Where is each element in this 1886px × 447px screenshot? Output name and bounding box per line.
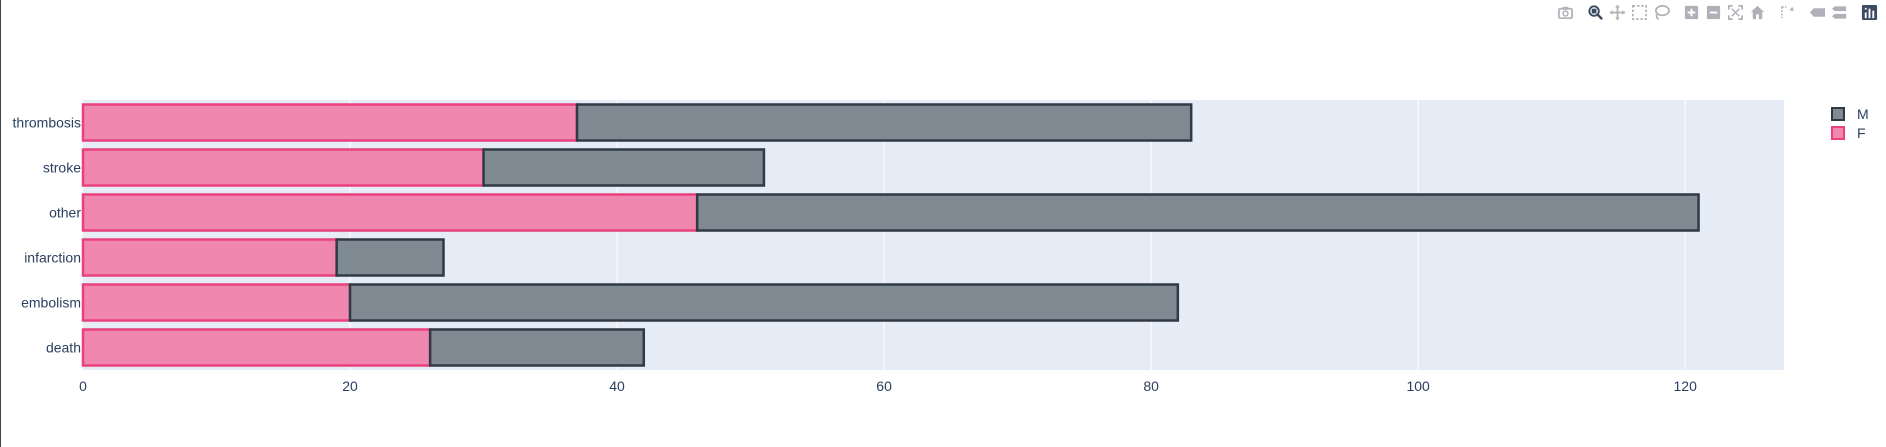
zoom-button[interactable] — [1584, 1, 1606, 23]
legend-swatch — [1831, 107, 1845, 121]
bar-F-other[interactable] — [81, 193, 699, 232]
box-select-icon — [1631, 4, 1647, 20]
zoom-in-button[interactable] — [1680, 1, 1702, 23]
x-tick-label: 80 — [1143, 378, 1159, 394]
window-left-border — [0, 0, 1, 447]
legend-label: F — [1857, 125, 1866, 141]
hover-closest-icon — [1809, 7, 1825, 17]
hover-closest-button[interactable] — [1806, 1, 1828, 23]
y-tick-label: thrombosis — [13, 115, 81, 131]
modebar-group — [1858, 1, 1880, 23]
plotly-logo-button[interactable] — [1858, 1, 1880, 23]
bar-M-thrombosis[interactable] — [575, 103, 1193, 142]
y-tick-label: embolism — [21, 295, 81, 311]
bar-M-death[interactable] — [428, 328, 646, 367]
legend[interactable]: MF — [1831, 106, 1869, 141]
hover-compare-button[interactable] — [1828, 1, 1850, 23]
lasso-select-icon — [1654, 4, 1670, 20]
spike-lines-icon — [1780, 5, 1794, 18]
grid-lines — [349, 100, 1686, 370]
legend-swatch — [1831, 126, 1845, 140]
y-tick-label: other — [49, 205, 81, 221]
legend-item-F[interactable]: F — [1831, 125, 1866, 141]
zoom-in-icon — [1684, 5, 1698, 19]
modebar-group — [1554, 1, 1576, 23]
x-tick-label: 0 — [79, 378, 87, 394]
bar-M-other[interactable] — [695, 193, 1700, 232]
chart-modebar — [1546, 2, 1880, 22]
autoscale-icon — [1727, 4, 1743, 20]
zoom-out-icon — [1706, 5, 1720, 19]
autoscale-button[interactable] — [1724, 1, 1746, 23]
camera-button[interactable] — [1554, 1, 1576, 23]
y-axis-ticks: death embolism infarction other stroke thromb… — [13, 115, 82, 356]
modebar-group — [1806, 1, 1850, 23]
bar-M-stroke[interactable] — [482, 148, 766, 187]
pan-icon — [1609, 4, 1625, 20]
x-axis-ticks: 0 20 40 60 80 100 120 — [79, 378, 1697, 394]
legend-item-M[interactable]: M — [1831, 106, 1869, 122]
bars — [81, 103, 1700, 367]
x-tick-label: 20 — [342, 378, 358, 394]
x-tick-label: 100 — [1406, 378, 1430, 394]
camera-icon — [1557, 6, 1573, 19]
zoom-out-button[interactable] — [1702, 1, 1724, 23]
y-tick-label: stroke — [43, 160, 81, 176]
bar-F-stroke[interactable] — [81, 148, 485, 187]
y-tick-label: death — [46, 340, 81, 356]
legend-label: M — [1857, 106, 1869, 122]
modebar-group — [1680, 1, 1768, 23]
bar-F-embolism[interactable] — [81, 283, 352, 322]
box-select-button[interactable] — [1628, 1, 1650, 23]
zoom-icon — [1587, 4, 1603, 20]
bar-M-infarction[interactable] — [335, 238, 445, 277]
reset-axes-button[interactable] — [1746, 1, 1768, 23]
x-tick-label: 120 — [1674, 378, 1698, 394]
reset-axes-icon — [1750, 5, 1764, 19]
modebar-group — [1584, 1, 1672, 23]
bar-M-embolism[interactable] — [348, 283, 1180, 322]
plot-area — [83, 100, 1784, 370]
lasso-select-button[interactable] — [1650, 1, 1672, 23]
hover-compare-icon — [1831, 5, 1846, 19]
modebar-group — [1776, 1, 1798, 23]
bar-F-death[interactable] — [81, 328, 432, 367]
spike-lines-button[interactable] — [1776, 1, 1798, 23]
y-tick-label: infarction — [24, 250, 81, 266]
x-tick-label: 40 — [609, 378, 625, 394]
x-tick-label: 60 — [876, 378, 892, 394]
plotly-logo-icon — [1861, 4, 1877, 20]
bar-F-infarction[interactable] — [81, 238, 338, 277]
bar-F-thrombosis[interactable] — [81, 103, 579, 142]
pan-button[interactable] — [1606, 1, 1628, 23]
